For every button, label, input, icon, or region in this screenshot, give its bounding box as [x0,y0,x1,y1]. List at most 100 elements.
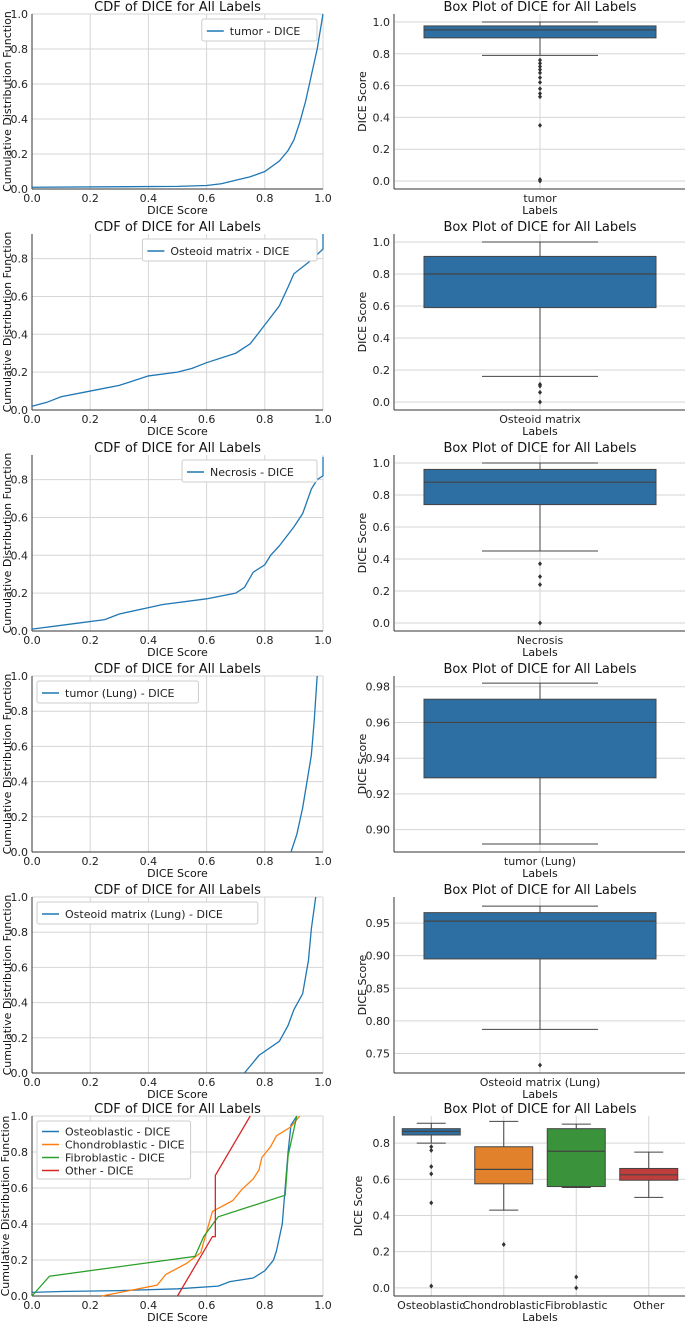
y-tick-label: 0.2 [11,811,29,824]
iqr-box [423,912,657,960]
cdf-panel-4: 0.0 0.2 0.4 0.6 0.8 1.0 0.0 0.2 0.4 0.6 0.8 1.0 CDF … [1,662,332,880]
x-tick-label: Osteoid matrix [499,413,581,426]
y-axis-label: Cumulative Distribution Function [1,232,14,413]
x-tick-label: 0.0 [23,1299,41,1312]
y-tick-label: 1.0 [373,16,391,29]
x-tick-label: 0.0 [23,855,41,868]
outlier-point [538,91,542,97]
cdf-line-necrosis-dice [31,456,324,630]
chart-title: CDF of DICE for All Labels [94,0,261,15]
x-tick-label: 0.6 [198,413,216,426]
y-tick-label: 0.0 [11,183,29,196]
x-tick-label: 0.8 [256,413,274,426]
y-tick-label: 0.4 [373,553,391,566]
legend-label: Fibroblastic - DICE [65,1152,165,1165]
legend: tumor (Lung) - DICE [36,680,199,704]
y-tick-label: 0.6 [373,300,391,313]
x-axis-label: DICE Score [147,425,208,438]
x-tick-label: 0.8 [256,634,274,647]
y-tick-label: 0.90 [366,950,391,963]
cdf-panel-5: 0.0 0.2 0.4 0.6 0.8 1.0 0.0 0.2 0.4 0.6 0.8 1.0 CDF … [1,883,332,1101]
y-tick-label: 0.6 [11,290,29,303]
legend: Osteoid matrix - DICE [141,238,318,262]
cdf-line-osteoid-matrix-lung-dice [243,896,317,1074]
y-tick-label: 0.0 [373,1282,391,1295]
y-tick-label: 0.2 [11,148,29,161]
y-tick-label: 0.8 [373,489,391,502]
y-tick-label: 0.6 [373,80,391,93]
outlier-point [538,383,542,389]
legend-label: Other - DICE [65,1165,134,1178]
x-tick-label: 0.6 [198,1076,216,1089]
y-tick-label: 0.2 [373,143,391,156]
y-tick-label: 1.0 [373,457,391,470]
y-tick-label: 1.0 [373,236,391,249]
y-tick-label: 1.0 [11,1110,29,1123]
outlier-point [429,1147,434,1153]
y-tick-label: 0.8 [373,1137,391,1150]
y-tick-label: 0.2 [11,587,29,600]
y-axis-label: Cumulative Distribution Function [1,674,14,855]
x-tick-label: tumor (Lung) [504,855,576,868]
legend: Osteoid matrix (Lung) - DICE [36,901,259,925]
y-axis-label: DICE Score [352,1175,365,1236]
x-tick-label: 0.8 [256,855,274,868]
x-tick-label: Other [633,1299,665,1312]
outlier-point [429,1283,434,1289]
x-tick-label: 0.4 [140,634,158,647]
legend-label: Osteoid matrix (Lung) - DICE [65,908,223,921]
cdf-panel-2: 0.0 0.2 0.4 0.6 0.8 1.0 0.0 0.2 0.4 0.6 0.8 CDF of … [1,220,332,438]
y-tick-label: 1.0 [11,8,29,21]
outlier-point [538,582,542,588]
box-osteoid-matrix-lung-: Osteoid matrix (Lung) [423,897,657,1089]
y-tick-label: 0.6 [373,521,391,534]
x-tick-label: 1.0 [314,1076,332,1089]
y-tick-label: 0.8 [11,1146,29,1159]
outlier-point [538,75,542,81]
x-axis-label: Labels [522,646,558,659]
x-tick-label: 0.0 [23,192,41,205]
y-tick-label: 0.0 [373,175,391,188]
cdf-line-osteoid-matrix-dice [31,234,324,407]
legend-label: tumor (Lung) - DICE [65,687,175,700]
y-tick-label: 0.8 [11,705,29,718]
cdf-line-chondroblastic-dice [101,1115,301,1297]
x-axis-label: DICE Score [147,1088,208,1101]
x-tick-label: 0.0 [23,413,41,426]
y-tick-label: 0.0 [11,625,29,638]
outlier-point [538,70,542,76]
outlier-point [538,1062,542,1068]
y-axis-label: Cumulative Distribution Function [1,895,14,1076]
x-tick-label: 0.4 [140,192,158,205]
x-axis-label: Labels [522,1311,558,1321]
x-tick-label: 0.6 [198,634,216,647]
legend-box [201,18,318,42]
outlier-point [538,178,542,184]
x-axis-label: DICE Score [147,867,208,880]
box-tumor: tumor [423,14,657,205]
y-tick-label: 0.2 [11,366,29,379]
legend-box [36,901,259,925]
y-tick-label: 0.92 [366,788,391,801]
legend-box [36,1120,192,1180]
y-tick-label: 0.4 [373,1209,391,1222]
y-tick-label: 0.0 [373,617,391,630]
x-axis-label: DICE Score [147,204,208,217]
outlier-point [538,67,542,73]
x-tick-label: Osteoid matrix (Lung) [480,1076,601,1089]
outlier-point [574,1285,579,1291]
chart-title: CDF of DICE for All Labels [94,883,261,898]
x-tick-label: 0.6 [198,192,216,205]
y-tick-label: 0.2 [373,585,391,598]
y-tick-label: 0.0 [11,1067,29,1080]
y-axis-label: DICE Score [356,954,369,1015]
cdf-line-tumor-dice [31,13,324,188]
legend: Necrosis - DICE [181,459,318,483]
y-tick-label: 1.0 [11,670,29,683]
box-fibroblastic: Fibroblastic [545,1116,608,1312]
box-panel-1: 0.0 0.2 0.4 0.6 0.8 1.0 tumor Box Plot of DICE … [356,0,685,217]
x-tick-label: 0.4 [140,1076,158,1089]
x-axis-label: DICE Score [147,1311,208,1321]
